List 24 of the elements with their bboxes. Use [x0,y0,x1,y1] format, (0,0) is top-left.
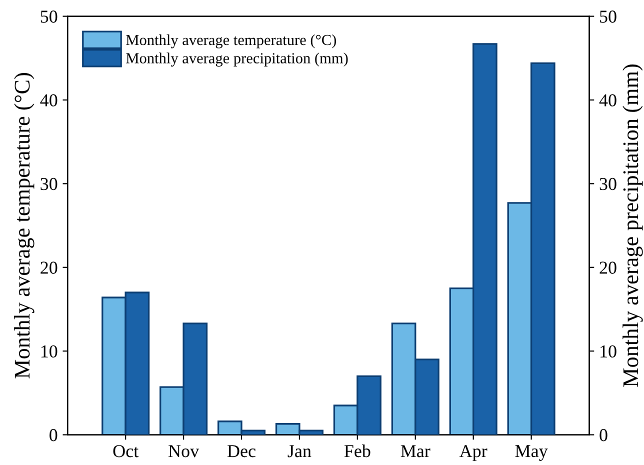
x-tick-label: Oct [113,445,139,458]
x-tick-label: Mar [400,445,430,458]
y2-tick-label: 10 [600,345,616,358]
y2-tick-label: 20 [600,262,616,274]
x-tick-label: May [515,445,548,461]
y2-tick-label: 0 [600,429,608,442]
y-tick-label: 20 [40,262,58,274]
y2-tick-label: 40 [599,94,616,106]
y2-tick-label: 30 [600,178,616,190]
y2-axis-title: Monthly average precipitation (mm) [622,64,643,387]
x-tick-label: Feb [344,444,370,458]
x-tick-label: Jan [288,445,312,458]
x-tick-label: Dec [227,445,256,458]
y-tick-label: 30 [40,178,58,190]
y-tick-label: 50 [40,10,58,23]
x-tick-label: Nov [168,445,200,458]
legend-label: Monthly average temperature (°C) [126,34,336,48]
legend-label: Monthly average precipitation (mm) [126,52,348,67]
y-axis-title: Monthly average temperature (°C) [14,73,34,378]
y2-tick-label: 50 [600,10,616,23]
y-tick-label: 40 [40,94,58,106]
y-tick-label: 10 [41,345,58,358]
y-tick-label: 0 [50,429,58,442]
x-tick-label: Apr [459,445,488,461]
